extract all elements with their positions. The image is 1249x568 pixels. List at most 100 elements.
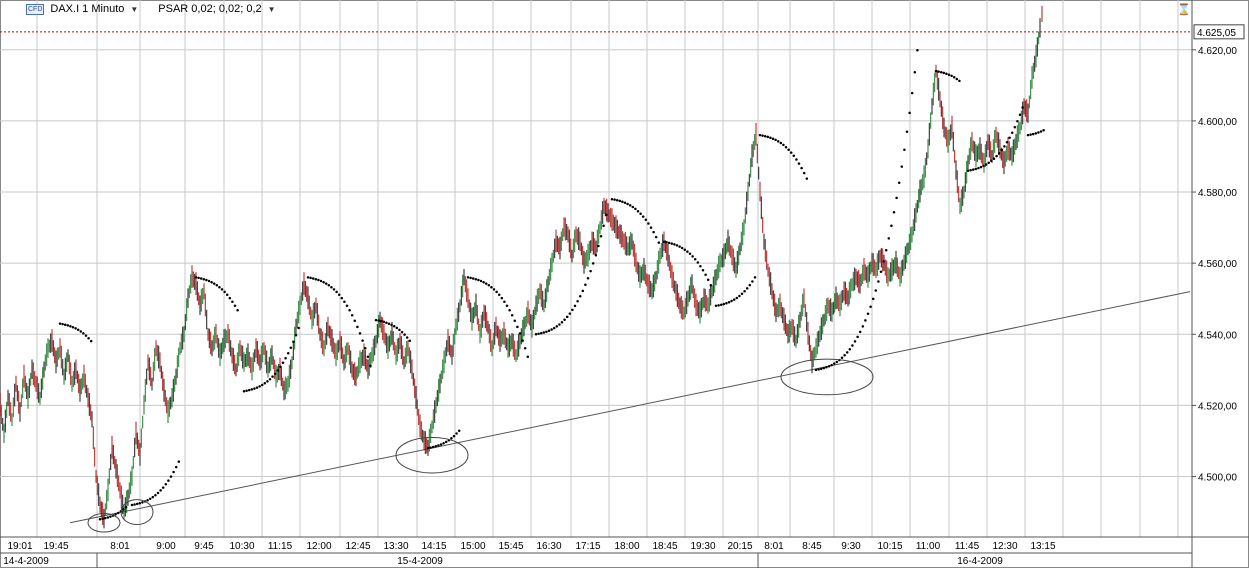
instrument-label[interactable]: DAX.I 1 Minuto	[50, 3, 125, 15]
sar-dot	[154, 493, 157, 497]
sar-dot	[98, 517, 102, 521]
date-label: 14-4-2009	[3, 556, 49, 567]
sar-dot	[589, 269, 592, 273]
sar-dot	[634, 207, 637, 211]
x-tick-label: 12:30	[992, 541, 1017, 552]
sar-dot	[869, 305, 872, 308]
sar-dot	[647, 222, 650, 225]
sar-dot	[819, 367, 823, 371]
sar-dot	[116, 511, 120, 515]
sar-dot	[327, 284, 331, 287]
sar-dot	[361, 339, 364, 342]
sar-dot	[215, 284, 219, 287]
sar-dot	[992, 157, 996, 160]
sar-dot	[294, 333, 298, 337]
sar-dot	[1010, 131, 1014, 135]
sar-dot	[199, 277, 203, 280]
sar-dot	[477, 278, 480, 282]
sar-dot	[89, 339, 93, 343]
sar-dot	[832, 362, 836, 365]
sar-dot	[263, 382, 267, 385]
sar-dot	[348, 309, 351, 312]
x-tick-label: 16:30	[536, 541, 561, 552]
y-tick-label: 4.520,00	[1198, 401, 1237, 412]
sar-dot	[273, 372, 277, 376]
sar-dot	[555, 325, 559, 328]
sar-dot	[492, 288, 496, 291]
sar-dot	[591, 262, 595, 265]
sar-dot	[871, 297, 875, 301]
sar-dot	[479, 279, 483, 283]
x-tick-label: 18:45	[652, 541, 677, 552]
sar-dot	[1021, 106, 1024, 109]
sar-dot	[164, 483, 168, 486]
sar-dot	[233, 304, 237, 308]
sar-dot	[266, 380, 269, 383]
x-tick-label: 11:45	[955, 541, 980, 552]
sar-dot	[545, 330, 548, 333]
sar-dot	[825, 366, 828, 369]
sar-dot	[392, 325, 396, 328]
sar-dot	[667, 241, 671, 245]
sar-dot	[942, 71, 946, 75]
sar-dot	[966, 169, 970, 172]
sar-dot	[631, 205, 635, 209]
sar-dot	[586, 277, 590, 280]
sar-dot	[576, 300, 579, 303]
x-tick-label: 11:00	[916, 541, 941, 552]
sar-dot	[322, 280, 325, 284]
sar-dot	[745, 287, 749, 290]
x-tick-label: 19:30	[690, 541, 715, 552]
sar-dot	[565, 315, 569, 319]
sar-dot	[1005, 141, 1009, 144]
sar-dot	[225, 293, 229, 297]
sar-dot	[594, 253, 598, 257]
sar-dot	[814, 368, 818, 372]
sar-dot	[571, 308, 574, 312]
sar-dot	[977, 166, 980, 170]
sar-dot	[1008, 136, 1011, 140]
sar-dot	[236, 309, 239, 312]
sar-dot	[805, 177, 809, 180]
sar-dot	[774, 138, 777, 142]
sar-dot	[172, 470, 175, 474]
instrument-dropdown-icon[interactable]: ▼	[130, 4, 139, 14]
sar-dot	[387, 322, 391, 325]
sar-dot	[1031, 132, 1035, 136]
sar-dot	[542, 331, 546, 334]
sar-dot	[247, 388, 251, 392]
sar-dot	[258, 385, 261, 388]
sar-dot	[1042, 129, 1045, 132]
sar-dot	[526, 355, 530, 358]
sar-dot	[314, 277, 318, 281]
sar-dot	[882, 260, 885, 263]
sar-dot	[802, 171, 806, 175]
x-tick-label: 18:00	[614, 541, 639, 552]
sar-dot	[516, 325, 519, 329]
sar-dot	[573, 304, 577, 308]
sar-dot	[789, 151, 793, 154]
indicator-label[interactable]: PSAR 0,02; 0,02; 0,2	[158, 3, 262, 15]
sar-dot	[286, 351, 290, 355]
y-tick-label: 4.620,00	[1198, 46, 1237, 57]
hourglass-icon[interactable]: ⌛	[1177, 4, 1191, 16]
sar-dot	[220, 288, 224, 291]
sar-dot	[1003, 145, 1006, 148]
sar-dot	[82, 332, 85, 335]
sar-dot	[353, 319, 357, 323]
sar-dot	[858, 330, 862, 334]
annotation-ellipse	[87, 513, 121, 533]
sar-dot	[497, 293, 501, 297]
sar-dot	[578, 295, 582, 298]
sar-dot	[958, 79, 961, 83]
sar-dot	[984, 163, 988, 166]
sar-dot	[385, 321, 388, 324]
sar-dot	[657, 241, 661, 244]
sar-dot	[71, 325, 75, 329]
sar-dot	[840, 356, 844, 360]
sar-dot	[324, 282, 328, 285]
sar-dot	[450, 437, 453, 440]
sar-dot	[210, 280, 213, 284]
indicator-dropdown-icon[interactable]: ▼	[267, 4, 276, 14]
sar-dot	[890, 224, 893, 227]
